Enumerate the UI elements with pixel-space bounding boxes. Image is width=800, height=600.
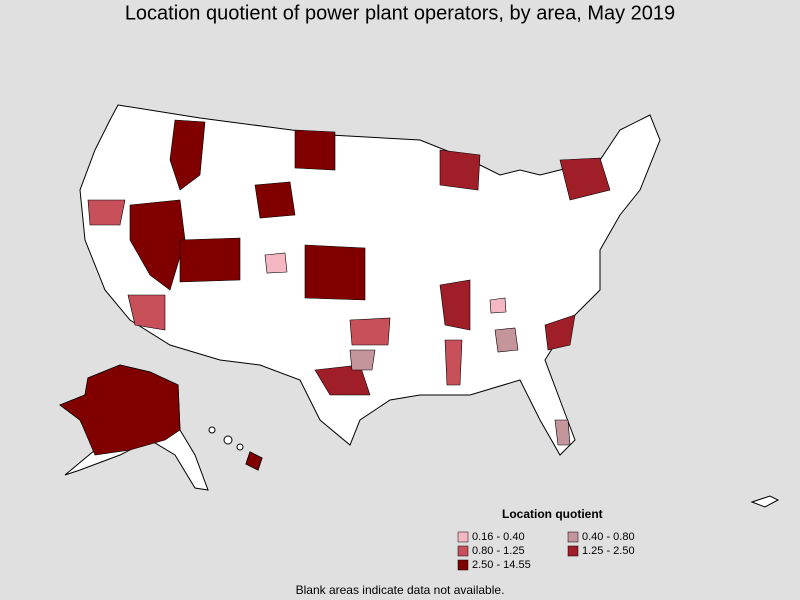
area <box>544 314 576 351</box>
legend-swatch <box>457 531 469 543</box>
area <box>59 364 181 456</box>
area <box>489 297 507 314</box>
area <box>314 364 371 396</box>
legend-label: 0.16 - 0.40 <box>472 531 525 543</box>
legend-swatch <box>567 531 579 543</box>
area <box>87 199 126 226</box>
area <box>294 129 336 171</box>
island <box>236 443 244 451</box>
area <box>264 252 288 274</box>
territory <box>750 495 780 508</box>
area <box>439 149 481 191</box>
contiguous-us <box>79 104 661 456</box>
area <box>494 327 519 353</box>
legend: 0.16 - 0.40 0.40 - 0.80 0.80 - 1.25 1.25 - … <box>457 531 635 571</box>
legend-label: 0.40 - 0.80 <box>582 531 635 543</box>
area <box>127 294 166 331</box>
shaded-areas <box>59 119 611 471</box>
legend-label: 1.25 - 2.50 <box>582 545 635 557</box>
island <box>208 426 216 434</box>
legend-label: 0.80 - 1.25 <box>472 545 525 557</box>
area <box>129 199 186 291</box>
footnote: Blank areas indicate data not available. <box>296 583 505 597</box>
map-title: Location quotient of power plant operato… <box>125 2 675 24</box>
legend-swatch <box>457 559 469 571</box>
area <box>559 157 611 201</box>
area <box>169 119 206 191</box>
legend-title: Location quotient <box>502 507 603 521</box>
area <box>254 181 296 219</box>
area <box>179 237 241 283</box>
area <box>444 339 463 386</box>
area <box>304 244 366 301</box>
legend-label: 2.50 - 14.55 <box>472 559 531 571</box>
area <box>439 279 471 331</box>
legend-swatch <box>457 545 469 557</box>
area <box>349 317 391 346</box>
area <box>349 349 376 371</box>
legend-swatch <box>567 545 579 557</box>
area <box>554 419 571 446</box>
island <box>223 435 233 445</box>
area <box>245 451 263 471</box>
